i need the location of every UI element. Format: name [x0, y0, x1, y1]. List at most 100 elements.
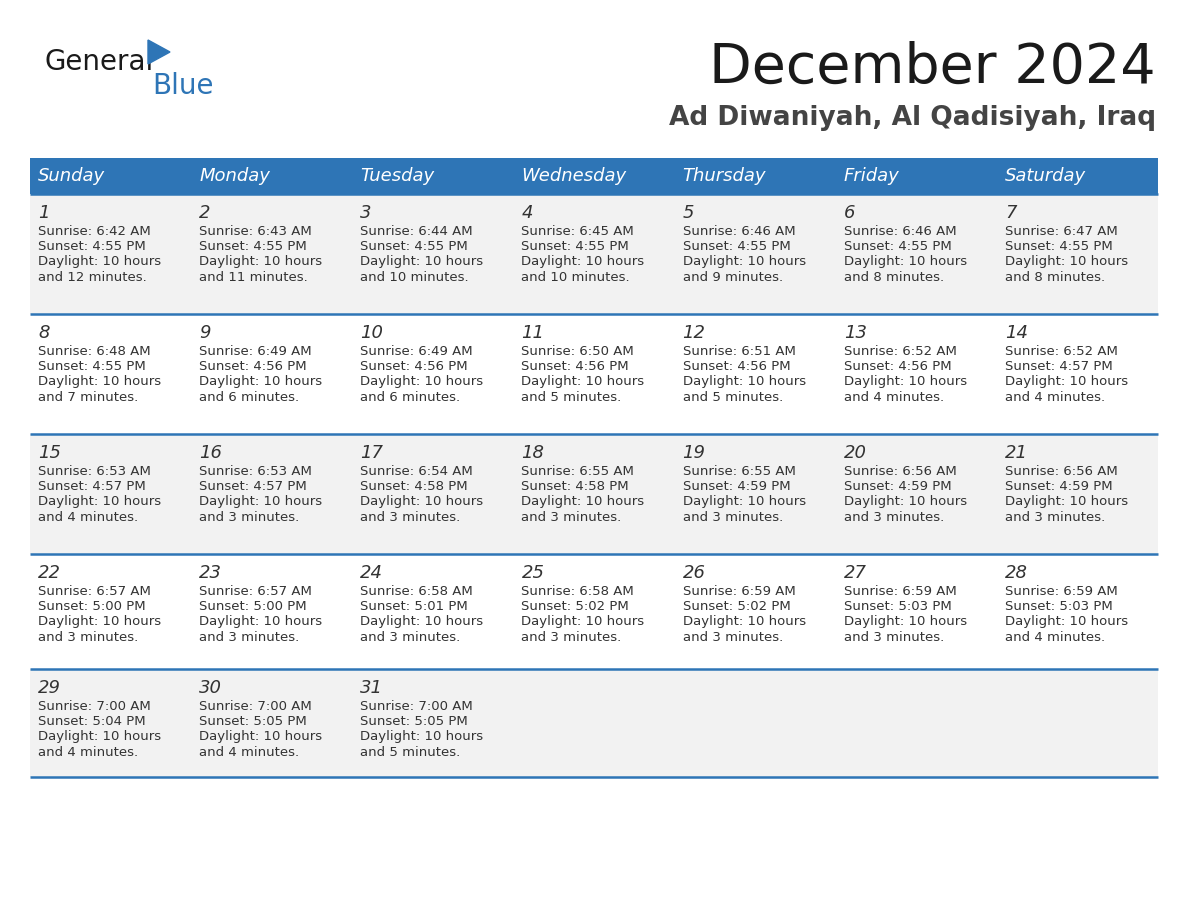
Text: 31: 31 [360, 679, 384, 697]
FancyBboxPatch shape [30, 158, 1158, 194]
Text: Sunset: 4:56 PM: Sunset: 4:56 PM [360, 360, 468, 374]
Polygon shape [148, 40, 170, 64]
Text: 27: 27 [843, 564, 867, 582]
Text: Daylight: 10 hours: Daylight: 10 hours [683, 255, 805, 268]
Text: Daylight: 10 hours: Daylight: 10 hours [360, 731, 484, 744]
Text: Sunrise: 6:51 AM: Sunrise: 6:51 AM [683, 345, 796, 358]
Text: Sunrise: 6:53 AM: Sunrise: 6:53 AM [38, 465, 151, 478]
Text: and 3 minutes.: and 3 minutes. [522, 631, 621, 644]
Text: and 5 minutes.: and 5 minutes. [360, 745, 461, 758]
Text: Sunset: 4:55 PM: Sunset: 4:55 PM [360, 241, 468, 253]
Text: Tuesday: Tuesday [360, 167, 435, 185]
Text: Sunset: 4:55 PM: Sunset: 4:55 PM [38, 360, 146, 374]
Text: Sunset: 4:58 PM: Sunset: 4:58 PM [360, 480, 468, 493]
Text: Daylight: 10 hours: Daylight: 10 hours [522, 255, 645, 268]
Text: Daylight: 10 hours: Daylight: 10 hours [200, 615, 322, 629]
Text: Daylight: 10 hours: Daylight: 10 hours [200, 255, 322, 268]
Text: Sunrise: 6:56 AM: Sunrise: 6:56 AM [843, 465, 956, 478]
Text: 20: 20 [843, 444, 867, 462]
Text: Sunset: 5:02 PM: Sunset: 5:02 PM [683, 600, 790, 613]
Text: and 5 minutes.: and 5 minutes. [683, 390, 783, 404]
Text: Sunrise: 6:59 AM: Sunrise: 6:59 AM [1005, 585, 1118, 598]
FancyBboxPatch shape [30, 194, 1158, 314]
Text: 9: 9 [200, 324, 210, 342]
Text: Sunrise: 6:48 AM: Sunrise: 6:48 AM [38, 345, 151, 358]
Text: and 3 minutes.: and 3 minutes. [200, 510, 299, 523]
Text: 22: 22 [38, 564, 61, 582]
Text: and 9 minutes.: and 9 minutes. [683, 271, 783, 284]
Text: Daylight: 10 hours: Daylight: 10 hours [360, 255, 484, 268]
Text: 29: 29 [38, 679, 61, 697]
Text: Sunrise: 6:47 AM: Sunrise: 6:47 AM [1005, 225, 1118, 238]
Text: Sunrise: 7:00 AM: Sunrise: 7:00 AM [200, 700, 312, 713]
Text: Daylight: 10 hours: Daylight: 10 hours [1005, 255, 1127, 268]
Text: Sunrise: 6:52 AM: Sunrise: 6:52 AM [843, 345, 956, 358]
Text: Daylight: 10 hours: Daylight: 10 hours [200, 496, 322, 509]
Text: Sunset: 4:55 PM: Sunset: 4:55 PM [683, 241, 790, 253]
Text: and 12 minutes.: and 12 minutes. [38, 271, 147, 284]
Text: Sunset: 4:55 PM: Sunset: 4:55 PM [1005, 241, 1113, 253]
Text: Daylight: 10 hours: Daylight: 10 hours [38, 255, 162, 268]
Text: and 4 minutes.: and 4 minutes. [843, 390, 943, 404]
Text: Sunrise: 6:59 AM: Sunrise: 6:59 AM [843, 585, 956, 598]
Text: 3: 3 [360, 204, 372, 222]
Text: 11: 11 [522, 324, 544, 342]
Text: Daylight: 10 hours: Daylight: 10 hours [683, 496, 805, 509]
Text: Sunrise: 6:46 AM: Sunrise: 6:46 AM [843, 225, 956, 238]
Text: Sunset: 4:59 PM: Sunset: 4:59 PM [1005, 480, 1112, 493]
FancyBboxPatch shape [30, 554, 1158, 669]
Text: 16: 16 [200, 444, 222, 462]
Text: Sunrise: 6:42 AM: Sunrise: 6:42 AM [38, 225, 151, 238]
Text: Daylight: 10 hours: Daylight: 10 hours [843, 615, 967, 629]
Text: Sunset: 5:00 PM: Sunset: 5:00 PM [200, 600, 307, 613]
Text: and 3 minutes.: and 3 minutes. [522, 510, 621, 523]
FancyBboxPatch shape [30, 434, 1158, 554]
Text: Sunset: 5:03 PM: Sunset: 5:03 PM [843, 600, 952, 613]
Text: Daylight: 10 hours: Daylight: 10 hours [522, 615, 645, 629]
Text: Sunrise: 6:57 AM: Sunrise: 6:57 AM [200, 585, 312, 598]
Text: and 3 minutes.: and 3 minutes. [38, 631, 138, 644]
Text: and 5 minutes.: and 5 minutes. [522, 390, 621, 404]
Text: and 3 minutes.: and 3 minutes. [843, 510, 944, 523]
Text: and 4 minutes.: and 4 minutes. [1005, 631, 1105, 644]
Text: Sunset: 5:04 PM: Sunset: 5:04 PM [38, 715, 146, 728]
Text: 5: 5 [683, 204, 694, 222]
Text: 28: 28 [1005, 564, 1028, 582]
Text: Sunrise: 6:55 AM: Sunrise: 6:55 AM [522, 465, 634, 478]
Text: 7: 7 [1005, 204, 1017, 222]
Text: 21: 21 [1005, 444, 1028, 462]
FancyBboxPatch shape [30, 669, 1158, 777]
Text: Daylight: 10 hours: Daylight: 10 hours [38, 731, 162, 744]
Text: Daylight: 10 hours: Daylight: 10 hours [360, 375, 484, 388]
Text: Sunrise: 6:58 AM: Sunrise: 6:58 AM [360, 585, 473, 598]
Text: Sunset: 4:58 PM: Sunset: 4:58 PM [522, 480, 630, 493]
Text: and 7 minutes.: and 7 minutes. [38, 390, 138, 404]
Text: Sunrise: 6:58 AM: Sunrise: 6:58 AM [522, 585, 634, 598]
Text: Daylight: 10 hours: Daylight: 10 hours [200, 375, 322, 388]
Text: and 10 minutes.: and 10 minutes. [360, 271, 469, 284]
Text: 2: 2 [200, 204, 210, 222]
Text: Sunrise: 6:46 AM: Sunrise: 6:46 AM [683, 225, 795, 238]
Text: Daylight: 10 hours: Daylight: 10 hours [38, 496, 162, 509]
Text: Daylight: 10 hours: Daylight: 10 hours [200, 731, 322, 744]
Text: Sunset: 4:57 PM: Sunset: 4:57 PM [200, 480, 307, 493]
Text: Daylight: 10 hours: Daylight: 10 hours [360, 615, 484, 629]
Text: Sunrise: 6:45 AM: Sunrise: 6:45 AM [522, 225, 634, 238]
Text: Sunset: 5:05 PM: Sunset: 5:05 PM [360, 715, 468, 728]
Text: Sunrise: 6:49 AM: Sunrise: 6:49 AM [200, 345, 311, 358]
Text: Daylight: 10 hours: Daylight: 10 hours [38, 375, 162, 388]
Text: and 3 minutes.: and 3 minutes. [360, 631, 461, 644]
Text: 19: 19 [683, 444, 706, 462]
Text: Saturday: Saturday [1005, 167, 1086, 185]
FancyBboxPatch shape [30, 314, 1158, 434]
Text: and 4 minutes.: and 4 minutes. [200, 745, 299, 758]
Text: Sunset: 4:55 PM: Sunset: 4:55 PM [522, 241, 630, 253]
Text: Sunrise: 6:55 AM: Sunrise: 6:55 AM [683, 465, 796, 478]
Text: Daylight: 10 hours: Daylight: 10 hours [38, 615, 162, 629]
Text: Friday: Friday [843, 167, 899, 185]
Text: 23: 23 [200, 564, 222, 582]
Text: 15: 15 [38, 444, 61, 462]
Text: 4: 4 [522, 204, 533, 222]
Text: 24: 24 [360, 564, 384, 582]
Text: Sunset: 4:56 PM: Sunset: 4:56 PM [683, 360, 790, 374]
